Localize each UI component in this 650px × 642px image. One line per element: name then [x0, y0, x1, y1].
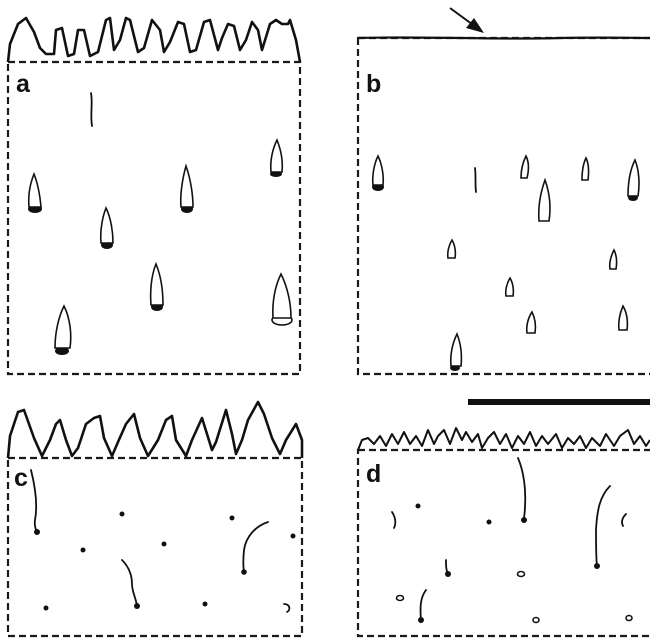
panel-d-pore — [516, 570, 526, 578]
panel-a-bristle — [271, 272, 293, 326]
panel-b-leaf-margin — [357, 36, 650, 40]
panel-c-base — [241, 569, 247, 575]
panel-d-leaf-margin — [357, 427, 650, 451]
panel-b-bristle — [581, 156, 590, 181]
panel-c-base — [229, 515, 235, 521]
panel-b-bristle — [446, 238, 457, 259]
panel-b-bristle — [371, 154, 385, 191]
panel-b-bristle — [537, 177, 551, 222]
panel-c-base — [290, 533, 296, 539]
panel-b-bristle — [525, 310, 537, 334]
panel-a-leaf-margin — [6, 16, 302, 63]
panel-c-base — [43, 605, 49, 611]
panel-d-base — [486, 519, 492, 525]
panel-d: d — [356, 427, 650, 638]
panel-b-bristle — [449, 332, 463, 371]
panel-d-frame — [356, 448, 650, 638]
panel-c-label: c — [14, 464, 28, 492]
panel-d-pore — [625, 614, 633, 622]
panel-b-label: b — [366, 70, 381, 98]
panel-c-hair — [30, 469, 38, 533]
panel-d-hair — [517, 457, 527, 521]
panel-c-base — [161, 541, 167, 547]
panel-d-base — [521, 517, 527, 523]
panel-a-bristle — [149, 261, 164, 311]
panel-a-hair — [90, 92, 93, 127]
panel-c-frame — [6, 456, 304, 638]
panel-c: c — [6, 400, 304, 638]
panel-a-bristle — [179, 163, 194, 213]
panel-a-label: a — [16, 70, 31, 98]
panel-d-label: d — [366, 460, 381, 488]
panel-d-pore — [532, 616, 540, 624]
arrow-icon — [449, 7, 484, 33]
panel-a-bristle — [54, 304, 72, 355]
panel-b-bristle — [608, 248, 618, 270]
panel-a-bristle — [269, 138, 284, 177]
panel-c-hair — [242, 521, 269, 573]
panel-b-bristle — [504, 276, 515, 297]
panel-d-base — [415, 503, 421, 509]
panel-d-base — [445, 571, 451, 577]
panel-d-hair — [391, 511, 397, 529]
panel-a-frame — [6, 60, 302, 376]
panel-b-bristle — [627, 158, 640, 201]
panel-c-hair — [121, 559, 138, 607]
panel-c-base — [80, 547, 86, 553]
panel-a-bristle — [99, 206, 114, 249]
panel-d-base — [594, 563, 600, 569]
panel-c-base — [119, 511, 125, 517]
panel-b-bristle — [617, 304, 629, 331]
panel-d-hair — [595, 485, 611, 567]
panel-d-base — [418, 617, 424, 623]
panel-a: a — [6, 16, 302, 376]
panel-b: b — [356, 7, 650, 376]
panel-c-base — [202, 601, 208, 607]
panel-d-hair — [621, 513, 627, 527]
panel-c-hair — [283, 603, 291, 613]
panel-d-hair — [419, 589, 427, 621]
panel-d-pore — [395, 594, 405, 602]
panel-b-hair — [474, 167, 477, 193]
panel-c-leaf-margin — [6, 400, 304, 459]
panel-c-base — [34, 529, 40, 535]
panel-a-bristle — [27, 171, 42, 213]
panel-b-bristle — [520, 154, 530, 179]
panel-b-frame — [356, 36, 650, 376]
panel-c-base — [134, 603, 140, 609]
